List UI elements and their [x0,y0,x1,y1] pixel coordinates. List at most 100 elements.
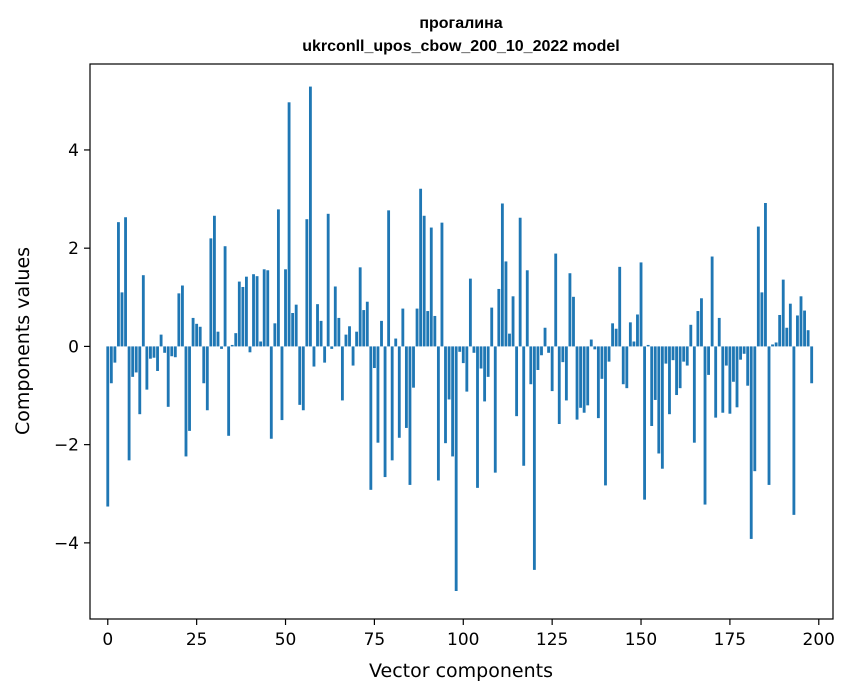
bar-component-184 [760,292,764,347]
bar-component-4 [120,292,124,347]
bar-component-178 [739,346,742,360]
bar-component-25 [195,323,199,347]
bar-component-2 [113,346,117,363]
bar-component-161 [678,346,682,389]
bar-component-24 [191,317,195,347]
bar-component-112 [504,261,508,347]
bar-component-56 [305,219,309,347]
bar-component-116 [518,217,522,347]
bar-component-14 [156,346,159,371]
bar-component-93 [436,346,440,481]
bar-component-118 [525,270,529,347]
bar-component-52 [291,313,295,347]
bars-group [106,86,814,591]
bar-component-9 [138,346,142,415]
bar-component-146 [625,346,629,389]
bar-component-19 [173,346,177,358]
bar-component-182 [753,346,757,472]
bar-component-51 [287,102,291,347]
bar-component-131 [572,296,575,347]
bar-component-0 [106,346,110,507]
bar-component-125 [550,346,554,392]
bar-component-34 [227,346,231,436]
bar-component-3 [117,222,120,347]
bar-component-75 [372,346,376,369]
bar-component-23 [188,346,191,431]
bar-component-81 [394,338,398,347]
bar-component-158 [668,346,671,415]
bar-component-132 [575,346,579,420]
bar-component-67 [344,334,348,347]
chart-title-line-2: ukrconll_upos_cbow_200_10_2022 model [302,38,619,55]
bar-component-106 [483,346,487,402]
bar-component-177 [735,346,739,408]
bar-component-6 [127,346,131,461]
bar-component-159 [671,346,675,361]
bar-component-198 [810,346,814,384]
bar-component-105 [479,346,483,369]
bar-component-61 [323,346,327,363]
bar-component-109 [493,346,497,473]
bar-component-70 [355,331,359,347]
bar-component-92 [433,315,437,347]
x-tick-label: 175 [714,630,746,650]
bar-component-140 [604,346,607,486]
bar-component-36 [234,333,238,347]
bar-component-124 [547,346,551,353]
bar-component-135 [586,346,590,406]
bar-component-121 [536,346,540,370]
bar-component-68 [348,326,351,347]
bar-component-168 [703,346,707,505]
bar-component-33 [223,246,227,347]
bar-component-5 [124,217,127,347]
bar-component-130 [568,273,572,347]
bar-component-94 [440,222,444,347]
bar-component-85 [408,346,412,485]
plot-frame [89,63,834,620]
bar-component-148 [632,341,636,347]
bar-component-149 [636,314,639,347]
bar-component-179 [742,346,746,354]
bar-component-138 [596,346,600,419]
y-tick-label: 2 [68,239,79,259]
bar-component-160 [675,346,678,396]
bar-component-16 [163,346,167,353]
y-tick-label: −4 [54,534,79,554]
bar-component-42 [255,276,259,347]
bar-component-172 [717,317,721,347]
bar-component-77 [380,320,383,347]
bar-component-84 [404,346,408,428]
bar-component-98 [454,346,458,591]
bar-component-174 [724,346,728,366]
bar-component-30 [213,215,216,347]
bar-component-47 [273,323,277,347]
bar-component-20 [177,293,181,347]
bar-component-152 [646,344,650,347]
bar-component-134 [582,346,586,413]
bar-component-97 [451,346,455,457]
bar-component-79 [387,210,391,347]
bar-component-35 [230,344,234,347]
bar-component-180 [746,346,750,386]
bar-component-145 [621,346,625,385]
bar-component-64 [333,286,337,347]
bar-component-136 [589,339,593,347]
bar-component-197 [806,330,810,347]
bar-component-102 [468,278,472,347]
bar-component-193 [792,346,796,515]
bar-component-26 [198,326,202,347]
bar-component-1 [109,346,113,384]
bar-component-186 [767,346,771,485]
bar-component-49 [280,346,284,421]
bar-component-82 [397,346,401,438]
bar-component-167 [700,298,703,347]
bar-component-175 [728,346,732,414]
bar-component-15 [159,334,163,347]
bar-component-59 [316,304,319,347]
bar-component-189 [778,314,782,347]
bar-component-194 [796,315,799,347]
bar-component-88 [419,188,423,347]
bar-component-54 [298,346,302,405]
y-axis-label: Components values [12,247,34,435]
